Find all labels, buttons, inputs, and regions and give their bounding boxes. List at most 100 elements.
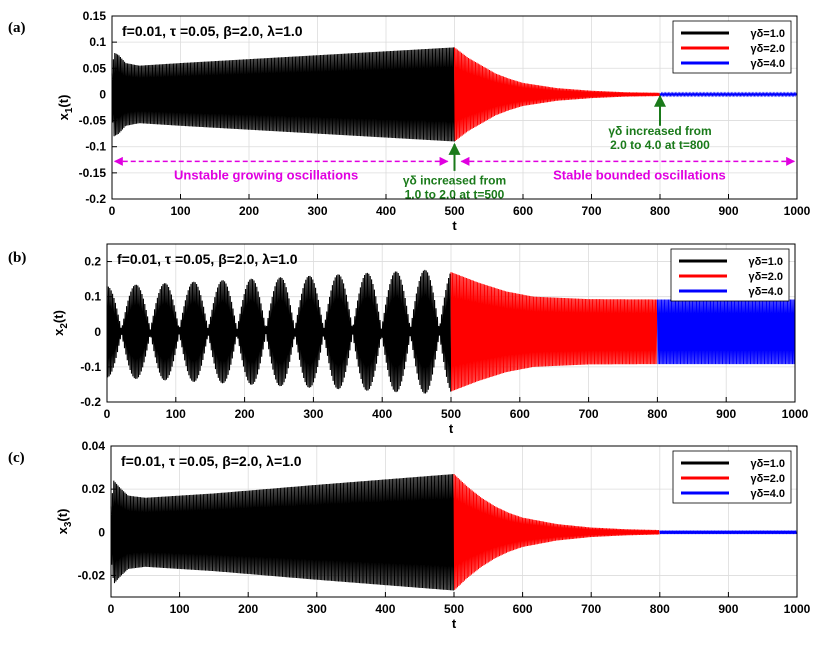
legend-label-3: γδ=4.0 — [750, 488, 785, 500]
y-tick-label: 0.1 — [89, 35, 106, 49]
x-tick-label: 100 — [166, 407, 186, 421]
x-tick-label: 1000 — [784, 204, 811, 218]
x-tick-label: 900 — [718, 204, 738, 218]
x-tick-label: 100 — [170, 204, 190, 218]
panel-letter: (c) — [8, 450, 25, 466]
panel-a: (a) 0 100 200 300 400 500 600 700 800 900 1000 0.15 0… — [8, 9, 811, 233]
y-tick-label: 0.02 — [82, 482, 106, 496]
legend-label-1: γδ=1.0 — [748, 256, 783, 268]
signal-series-1 — [110, 474, 455, 591]
params-label: f=0.01, τ =0.05, β=2.0, λ=1.0 — [122, 23, 303, 39]
x-tick-label: 500 — [444, 204, 464, 218]
x-tick-label: 800 — [647, 407, 667, 421]
x-tick-label: 200 — [239, 204, 259, 218]
x-tick-label: 300 — [303, 407, 323, 421]
y-tick-label: -0.15 — [79, 166, 107, 180]
y-tick-label: -0.05 — [79, 114, 107, 128]
x-tick-label: 600 — [510, 407, 530, 421]
y-tick-label: -0.02 — [78, 568, 106, 582]
x-tick-label: 500 — [444, 602, 464, 616]
x-tick-label: 900 — [718, 602, 738, 616]
x-tick-label: 400 — [372, 407, 392, 421]
y-tick-label: -0.2 — [85, 192, 106, 206]
x-tick-label: 0 — [108, 602, 115, 616]
signal-series-1 — [111, 47, 455, 142]
legend-label-1: γδ=1.0 — [750, 458, 785, 470]
x-tick-label: 1000 — [782, 407, 809, 421]
legend-label-1: γδ=1.0 — [750, 28, 785, 40]
y-axis-label-sub: 2 — [59, 323, 70, 329]
legend-label-3: γδ=4.0 — [750, 58, 785, 70]
signals — [110, 474, 797, 591]
y-axis-label-suffix: (t) — [51, 310, 66, 323]
annotation-t500-line2: 1.0 to 2.0 at t=500 — [405, 188, 505, 202]
x-tick-label: 0 — [109, 204, 116, 218]
signals — [111, 47, 798, 142]
y-tick-label: 0.2 — [84, 255, 101, 269]
x-tick-label: 700 — [581, 602, 601, 616]
legend: γδ=1.0 γδ=2.0 γδ=4.0 — [672, 20, 792, 74]
params-label: f=0.01, τ =0.05, β=2.0, λ=1.0 — [121, 453, 302, 469]
legend: γδ=1.0 γδ=2.0 γδ=4.0 — [672, 450, 792, 504]
y-axis-label: x2(t) — [51, 310, 70, 336]
legend: γδ=1.0 γδ=2.0 γδ=4.0 — [670, 248, 790, 302]
signal-series-2 — [453, 47, 661, 141]
x-axis-label: t — [452, 616, 457, 631]
y-axis-label-suffix: (t) — [56, 95, 71, 108]
signal-series-2 — [453, 474, 660, 590]
x-tick-label: 800 — [650, 602, 670, 616]
y-tick-label: 0.04 — [82, 439, 106, 453]
y-axis-label-main: x — [56, 112, 71, 120]
y-tick-label: -0.2 — [80, 395, 101, 409]
panel-c: (c) 0 100 200 300 400 500 600 700 800 900 1000 0.04 0… — [8, 439, 811, 631]
panel-letter: (a) — [8, 20, 26, 36]
signal-series-2 — [450, 272, 658, 392]
y-axis-label-sub: 1 — [64, 107, 75, 113]
x-tick-label: 400 — [375, 602, 395, 616]
x-tick-label: 100 — [170, 602, 190, 616]
panel-letter: (b) — [8, 250, 26, 266]
x-tick-label: 300 — [307, 204, 327, 218]
x-tick-label: 500 — [441, 407, 461, 421]
y-tick-label: 0.15 — [83, 9, 107, 23]
legend-label-2: γδ=2.0 — [748, 271, 783, 283]
y-tick-label: 0 — [94, 325, 101, 339]
x-tick-label: 0 — [104, 407, 111, 421]
annotation-t800-line2: 2.0 to 4.0 at t=800 — [610, 138, 710, 152]
unstable-label: Unstable growing oscillations — [174, 167, 358, 182]
y-tick-label: 0.1 — [84, 290, 101, 304]
x-tick-label: 800 — [650, 204, 670, 218]
signal-series-1 — [106, 269, 452, 394]
legend-label-2: γδ=2.0 — [750, 473, 785, 485]
params-label: f=0.01, τ =0.05, β=2.0, λ=1.0 — [117, 251, 298, 267]
annotation-t500-line1: γδ increased from — [403, 174, 506, 188]
y-tick-label: 0 — [98, 525, 105, 539]
x-axis-label: t — [449, 421, 454, 436]
x-tick-label: 200 — [238, 602, 258, 616]
panel-b: (b) 0 100 200 300 400 500 600 700 800 900 1000 0.2 0.… — [8, 243, 809, 436]
signal-series-3 — [659, 530, 797, 535]
x-tick-label: 400 — [376, 204, 396, 218]
y-tick-label: 0.05 — [83, 61, 107, 75]
x-tick-label: 600 — [513, 602, 533, 616]
x-tick-label: 900 — [716, 407, 736, 421]
x-tick-label: 700 — [581, 204, 601, 218]
y-axis-label-main: x — [55, 526, 70, 534]
annotation-t800-line1: γδ increased from — [608, 124, 711, 138]
y-axis-label: x3(t) — [55, 509, 74, 535]
stable-label: Stable bounded oscillations — [553, 167, 726, 182]
y-tick-label: -0.1 — [80, 360, 101, 374]
signal-series-3 — [659, 91, 798, 98]
legend-label-2: γδ=2.0 — [750, 43, 785, 55]
legend-label-3: γδ=4.0 — [748, 286, 783, 298]
x-tick-label: 300 — [307, 602, 327, 616]
y-tick-label: 0 — [99, 87, 106, 101]
x-tick-label: 700 — [579, 407, 599, 421]
x-tick-label: 200 — [235, 407, 255, 421]
y-axis-label: x1(t) — [56, 95, 75, 121]
x-tick-label: 1000 — [784, 602, 811, 616]
y-axis-label-sub: 3 — [63, 521, 74, 527]
y-axis-label-suffix: (t) — [55, 509, 70, 522]
